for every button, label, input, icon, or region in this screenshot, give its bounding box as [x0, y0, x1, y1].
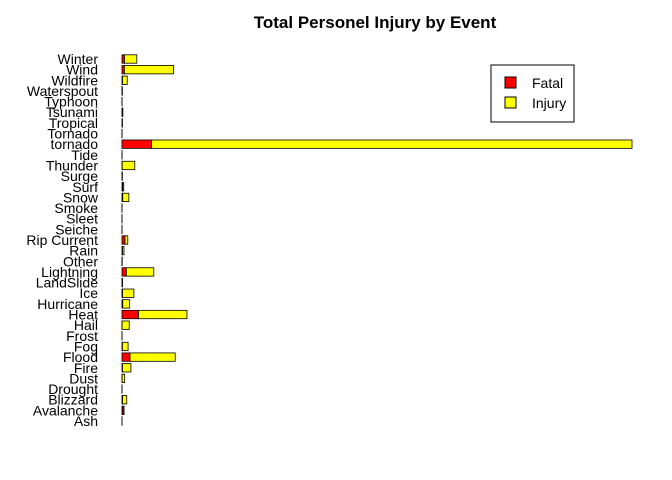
bar-fatal-rip-current-17: [121, 235, 126, 245]
bar-injury-tsunami-29: [121, 107, 124, 117]
legend-swatch-fatal: [504, 76, 517, 89]
category-label-ice-12: Ice: [79, 285, 98, 301]
category-label-hail-9: Hail: [74, 317, 98, 333]
bar-injury-tornado-26: [151, 139, 633, 149]
bar-injury-heat-10: [138, 309, 188, 320]
bar-injury-winter-34: [124, 54, 138, 64]
legend-label-injury: Injury: [532, 95, 566, 111]
category-label-wildfire-32: Wildfire: [51, 72, 98, 88]
bar-injury-thunder-24: [121, 160, 136, 171]
category-label-tornado-26: tornado: [51, 136, 99, 152]
category-label-sleet-19: Sleet: [66, 211, 98, 227]
category-label-avalanche-1: Avalanche: [33, 402, 98, 418]
category-label-tornado-27: Tornado: [47, 126, 98, 142]
category-label-drought-3: Drought: [48, 381, 98, 397]
legend-box: [490, 64, 575, 123]
category-label-smoke-20: Smoke: [54, 200, 98, 216]
category-label-hurricane-11: Hurricane: [37, 296, 98, 312]
bar-injury-rain-16: [122, 246, 125, 256]
bar-injury-lightning-14: [125, 267, 155, 277]
bar-fatal-tornado-26: [121, 139, 153, 149]
bar-fatal-flood-6: [121, 352, 131, 362]
bar-injury-hail-9: [121, 320, 130, 330]
bar-injury-blizzard-2: [122, 395, 128, 405]
bar-fatal-heat-10: [121, 309, 139, 320]
category-label-fog-7: Fog: [74, 338, 98, 354]
category-label-waterspout-31: Waterspout: [27, 83, 98, 99]
category-label-tropical-28: Tropical: [49, 115, 98, 131]
category-label-rain-16: Rain: [69, 243, 98, 259]
bar-injury-snow-21: [122, 192, 130, 203]
category-label-snow-21: Snow: [63, 189, 99, 205]
bar-injury-fog-7: [122, 341, 129, 352]
bar-fatal-lightning-14: [121, 267, 127, 277]
category-label-winter-34: Winter: [58, 51, 99, 67]
category-label-flood-6: Flood: [63, 349, 98, 365]
category-label-tsunami-29: Tsunami: [46, 104, 98, 120]
bar-injury-fire-5: [122, 363, 132, 373]
category-label-surge-23: Surge: [61, 168, 99, 184]
category-label-ash-0: Ash: [74, 413, 98, 429]
bar-injury-surf-22: [122, 182, 125, 192]
category-label-fire-5: Fire: [74, 360, 98, 376]
bar-injury-ice-12: [122, 288, 135, 298]
bar-injury-avalanche-1: [122, 405, 125, 415]
category-label-landslide-13: LandSlide: [36, 275, 98, 291]
legend-label-fatal: Fatal: [532, 75, 563, 91]
bar-injury-wind-33: [124, 65, 174, 75]
legend-swatch-injury: [504, 96, 517, 109]
category-label-heat-10: Heat: [68, 307, 98, 323]
bar-injury-flood-6: [129, 352, 176, 362]
category-label-blizzard-2: Blizzard: [48, 392, 98, 408]
category-label-tide-25: Tide: [71, 147, 98, 163]
bar-injury-dust-4: [121, 373, 126, 384]
chart-title: Total Personel Injury by Event: [254, 13, 497, 32]
category-label-rip-current-17: Rip Current: [26, 232, 98, 248]
category-label-lightning-14: Lightning: [41, 264, 98, 280]
bar-injury-hurricane-11: [122, 299, 131, 309]
category-label-typhoon-30: Typhoon: [44, 94, 98, 110]
category-label-frost-8: Frost: [66, 328, 98, 344]
bar-injury-rip-current-17: [124, 235, 129, 245]
bar-injury-wildfire-32: [122, 75, 128, 85]
category-label-dust-4: Dust: [69, 370, 98, 386]
category-label-seiche-18: Seiche: [55, 221, 98, 237]
legend: Fatal Injury: [490, 64, 575, 123]
category-label-wind-33: Wind: [66, 62, 98, 78]
category-label-surf-22: Surf: [72, 179, 98, 195]
category-labels: AshAvalancheBlizzardDroughtDustFireFlood…: [26, 51, 98, 429]
category-label-other-15: Other: [63, 253, 98, 269]
bars: [121, 54, 633, 426]
category-label-thunder-24: Thunder: [46, 157, 98, 173]
